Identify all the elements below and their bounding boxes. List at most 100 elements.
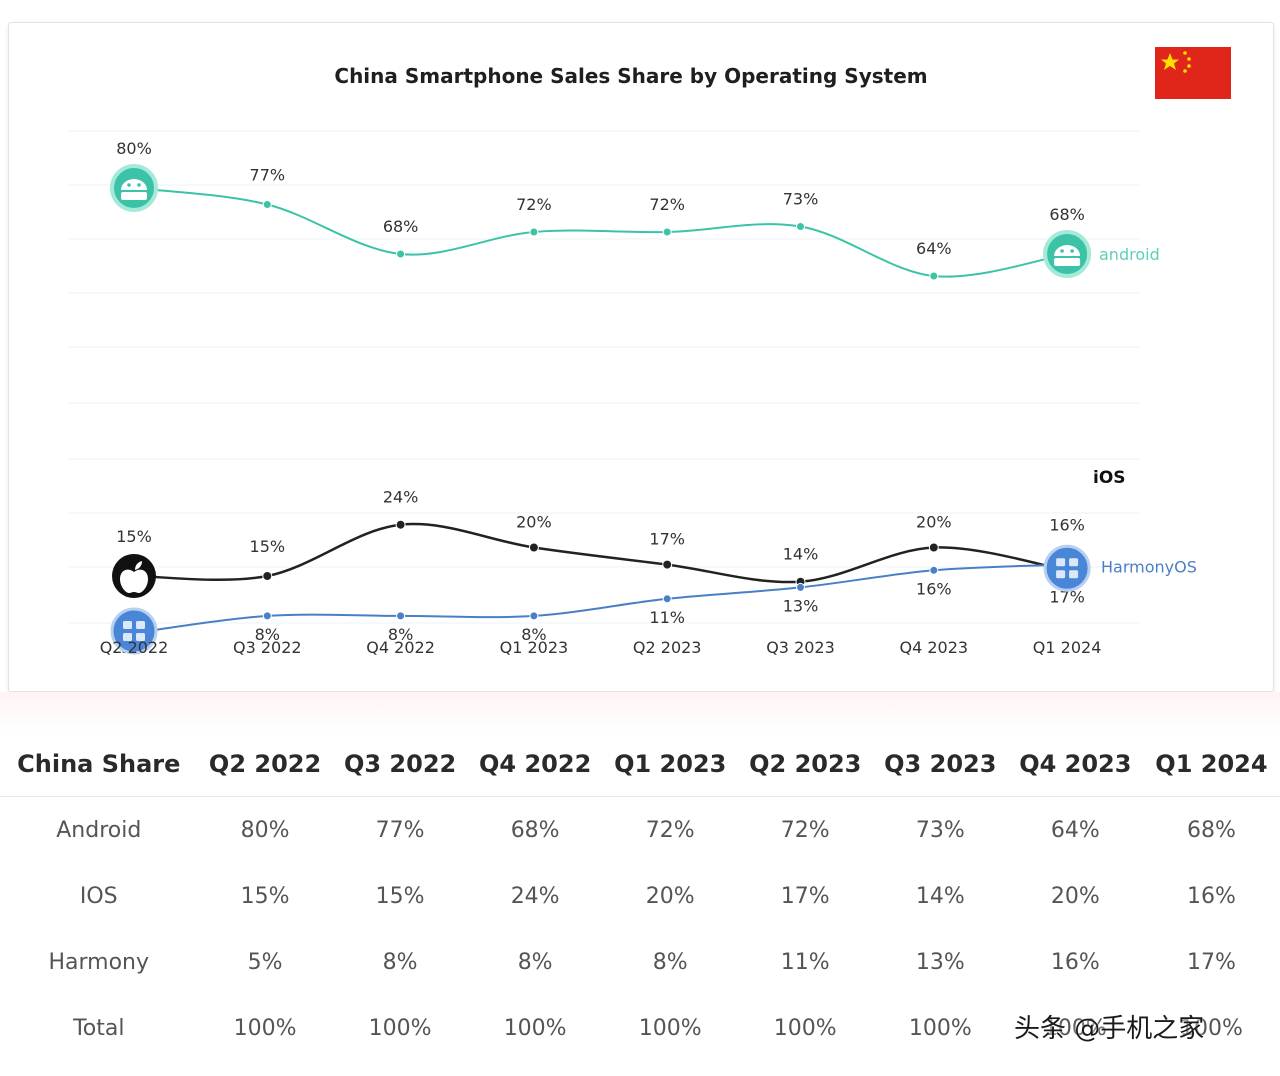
data-point [262,200,272,209]
table-cell: 73% [915,817,965,843]
table-cell: IOS [79,883,118,909]
x-tick-label: Q1 2023 [500,638,569,657]
table-cell: 72% [645,817,695,843]
data-point [929,565,939,575]
table-cell: 80% [240,817,290,843]
data-point [396,611,406,621]
x-tick-label: Q2 2023 [633,638,702,657]
table-header-cell: Q1 2024 [1155,750,1268,778]
data-point [928,542,939,553]
data-point [395,519,406,530]
data-label: 80% [116,139,152,158]
data-point [796,222,805,231]
data-point [662,559,673,570]
data-label: 73% [783,190,819,209]
data-label: 24% [383,488,419,507]
data-label: 15% [116,527,152,546]
data-label: 68% [383,217,419,236]
table-cell: 15% [375,883,425,909]
data-label: 64% [916,239,952,258]
data-point [528,542,539,553]
data-label: 20% [516,513,552,532]
chart-title: China Smartphone Sales Share by Operatin… [334,64,927,88]
data-point [662,594,672,604]
table-cell: 8% [382,949,418,975]
source-watermark: 头条 @手机之家 [1014,1014,1205,1044]
table-cell: 17% [1186,949,1236,975]
x-tick-label: Q4 2023 [900,638,969,657]
apple-icon [112,554,156,598]
table-header-cell: Q1 2023 [614,750,727,778]
data-point [662,227,672,237]
harmonyos-icon [1043,544,1091,592]
table-header-cell: Q4 2022 [479,750,592,778]
table-cell: 100% [908,1015,972,1041]
table-cell: 77% [375,817,425,843]
table-cell: Android [56,817,142,843]
x-tick-label: Q4 2022 [366,638,435,657]
series-line-ios [133,522,1068,584]
legend-harmonyos: HarmonyOS [1101,557,1197,576]
table-cell: 20% [1050,883,1100,909]
table-cell: 20% [645,883,695,909]
data-label: 77% [250,166,286,185]
table-cell: 5% [247,949,283,975]
table-cell: 100% [1043,1015,1107,1041]
table-row: Android 80% 77% 68% 72% 72% 73% 64% 68% [0,797,1280,864]
share-table: China Share Q2 2022 Q3 2022 Q4 2022 Q1 2… [0,732,1280,1061]
table-cell: 100% [773,1015,837,1041]
legend-android: android [1099,245,1160,264]
data-label: 72% [649,195,685,214]
data-point [396,249,406,259]
data-label: 17% [1049,588,1085,607]
data-label: 68% [1049,205,1085,224]
x-tick-label: Q1 2024 [1033,638,1102,657]
table-row: Total 100% 100% 100% 100% 100% 100% 100%… [0,995,1280,1061]
table-row: IOS 15% 15% 24% 20% 17% 14% 20% 16% [0,863,1280,929]
data-point [262,611,272,621]
data-label: 8% [388,625,413,644]
data-point [796,582,805,592]
data-label: 72% [516,195,552,214]
data-point [529,611,539,621]
table-cell: 17% [780,883,830,909]
data-point [529,227,539,237]
series-line-android [133,187,1068,278]
table-cell: Total [73,1015,125,1041]
line-chart: China Smartphone Sales Share by Operatin… [69,47,1231,657]
table-cell: 13% [915,949,965,975]
x-tick-label: Q3 2022 [233,638,302,657]
table-cell: 24% [510,883,560,909]
table-cell: 14% [915,883,965,909]
chart-card: China Smartphone Sales Share by Operatin… [8,22,1274,692]
data-label: 8% [255,625,280,644]
data-point [929,271,939,281]
table-cell: 15% [240,883,290,909]
table-header-cell: Q2 2022 [208,750,322,778]
table-cell: 8% [652,949,688,975]
android-icon [1043,230,1092,278]
table-cell: Harmony [48,949,150,975]
table-cell: 16% [1050,949,1100,975]
x-tick-label: Q2 2022 [100,638,169,657]
x-tick-label: Q3 2023 [766,638,835,657]
data-label: 15% [250,537,286,556]
table-cell: 8% [517,949,553,975]
android-icon [110,164,158,212]
table-cell: 68% [1186,817,1236,843]
table-cell: 68% [510,817,560,843]
harmonyos-icon [110,607,158,655]
table-header-row: China Share Q2 2022 Q3 2022 Q4 2022 Q1 2… [0,732,1280,797]
data-label: 16% [1049,515,1085,534]
table-row: Harmony 5% 8% 8% 8% 11% 13% 16% 17% [0,929,1280,995]
divider-strip [0,692,1280,732]
table-header-cell: Q3 2022 [343,750,457,778]
table-header-cell: Q3 2023 [884,750,997,778]
table-cell: 100% [368,1015,432,1041]
table-cell: 100% [233,1015,297,1041]
table-header-cell: Q4 2023 [1019,750,1132,778]
table-cell: 64% [1050,817,1100,843]
legend-ios: iOS [1093,468,1126,488]
series-line-harmonyos [133,563,1068,634]
table-cell: 16% [1186,883,1236,909]
